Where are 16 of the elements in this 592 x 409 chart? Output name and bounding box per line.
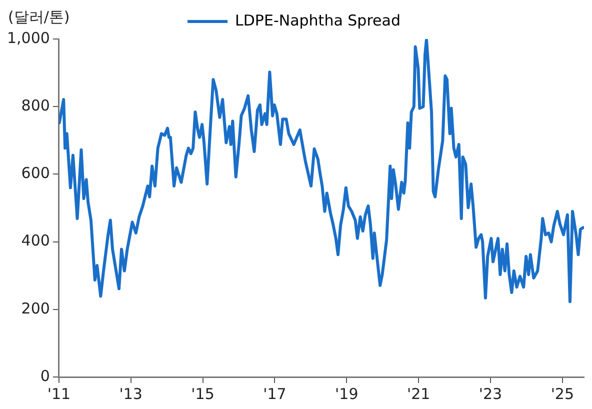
x-tick-label: '23 <box>478 384 502 403</box>
y-tick-label: 400 <box>21 232 50 250</box>
y-tick-label: 0 <box>40 366 50 385</box>
x-tick-label: '21 <box>406 384 430 403</box>
y-axis-title: (달러/톤) <box>8 8 70 27</box>
y-tick-label: 600 <box>21 164 50 182</box>
x-tick-label: '11 <box>47 384 71 403</box>
y-tick-label: 200 <box>21 299 50 318</box>
y-tick-label: 1,000 <box>6 28 50 47</box>
legend-label: LDPE-Naphtha Spread <box>235 11 400 30</box>
x-tick-label: '15 <box>191 384 214 403</box>
x-tick-label: '19 <box>335 384 358 403</box>
x-tick-label: '13 <box>119 384 142 403</box>
x-tick-label: '25 <box>550 384 574 403</box>
x-tick-label: '17 <box>263 384 286 403</box>
y-tick-label: 800 <box>21 96 50 114</box>
